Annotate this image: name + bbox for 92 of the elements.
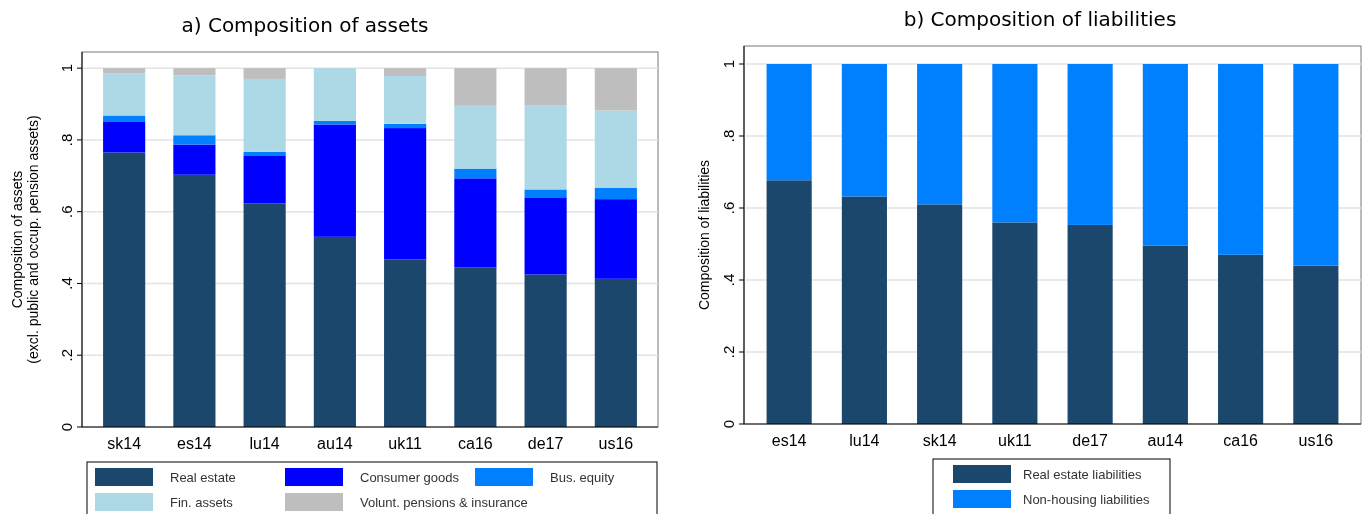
y-tick-label: .4 <box>720 273 737 287</box>
bar <box>173 174 216 427</box>
y-tick-label: 0 <box>58 422 75 432</box>
x-tick-label: uk11 <box>388 435 422 452</box>
y-tick-label: 1 <box>58 63 75 73</box>
bar <box>917 204 963 424</box>
bar <box>103 152 146 427</box>
x-tick-label: es14 <box>771 432 807 449</box>
y-tick-label: .4 <box>58 277 75 290</box>
bar <box>313 68 356 121</box>
legend-label: Real estate liabilities <box>1023 467 1142 482</box>
bar <box>313 124 356 237</box>
bar <box>103 68 146 74</box>
bar <box>454 168 497 179</box>
bar <box>524 189 567 198</box>
bar <box>243 68 286 79</box>
y-tick-label: .8 <box>58 133 75 147</box>
bar <box>173 75 216 136</box>
bar <box>1218 64 1264 255</box>
x-tick-label: sk14 <box>922 432 957 449</box>
bar <box>841 64 887 197</box>
bar <box>243 203 286 427</box>
bar <box>243 155 286 204</box>
y-tick-label: .6 <box>58 205 75 218</box>
bar <box>173 144 216 175</box>
bar <box>766 64 812 181</box>
bar <box>103 121 146 153</box>
bar <box>1067 64 1113 225</box>
legend-label: Volunt. pensions & insurance <box>360 495 528 510</box>
y-tick-label: .6 <box>720 201 737 215</box>
bar <box>594 110 637 188</box>
bar <box>103 115 146 122</box>
bar <box>1067 224 1113 424</box>
bar <box>594 68 637 111</box>
chart-title: b) Composition of liabilities <box>903 7 1177 31</box>
legend-label: Fin. assets <box>170 495 234 510</box>
bar <box>524 197 567 275</box>
bar <box>173 135 216 145</box>
bar <box>594 187 637 200</box>
y-tick-label: .8 <box>720 129 737 143</box>
legend-label: Consumer goods <box>360 470 460 485</box>
bar <box>992 222 1038 424</box>
x-tick-label: us16 <box>1298 432 1334 449</box>
x-tick-label: es14 <box>177 435 212 452</box>
x-tick-label: ca16 <box>1223 432 1259 449</box>
bar <box>313 236 356 427</box>
bar <box>917 64 963 205</box>
x-tick-label: de17 <box>527 435 564 452</box>
x-tick-label: lu14 <box>249 435 280 452</box>
bar <box>173 68 216 76</box>
bar <box>524 68 567 106</box>
bar <box>454 105 497 169</box>
x-tick-label: au14 <box>317 435 353 452</box>
bar <box>243 78 286 152</box>
x-tick-label: lu14 <box>849 432 880 449</box>
y-tick-label: 1 <box>720 59 737 69</box>
y-axis-title: Composition of liabilities <box>696 159 712 311</box>
x-tick-label: sk14 <box>107 435 142 452</box>
bar <box>384 123 427 129</box>
x-tick-label: us16 <box>598 435 634 452</box>
bar <box>384 259 427 427</box>
bar <box>1293 265 1339 424</box>
bar <box>841 196 887 424</box>
bar <box>454 267 497 427</box>
legend-label: Real estate <box>170 470 236 485</box>
y-axis-title: Composition of assets (excl. public and occup. pension assets) <box>9 115 41 364</box>
bar <box>992 64 1038 223</box>
bar <box>1142 64 1188 246</box>
legend-label: Bus. equity <box>550 470 615 485</box>
x-tick-label: de17 <box>1072 432 1109 449</box>
bar <box>594 199 637 279</box>
bar <box>384 68 427 77</box>
bar <box>766 180 812 424</box>
bar <box>454 68 497 106</box>
bar <box>524 105 567 190</box>
bar <box>1218 254 1264 424</box>
bar <box>1293 64 1339 266</box>
y-tick-label: .2 <box>720 345 737 359</box>
bar <box>1142 245 1188 424</box>
y-tick-label: 0 <box>720 419 737 429</box>
chart-title: a) Composition of assets <box>181 13 429 37</box>
x-tick-label: uk11 <box>998 432 1032 449</box>
bar <box>594 278 637 427</box>
bar <box>384 128 427 260</box>
y-tick-label: .2 <box>58 348 75 362</box>
x-tick-label: ca16 <box>458 435 493 452</box>
legend-label: Non-housing liabilities <box>1023 492 1150 507</box>
bar <box>384 76 427 124</box>
bar <box>524 274 567 427</box>
bar <box>103 73 146 116</box>
bar <box>454 178 497 268</box>
x-tick-label: au14 <box>1147 432 1184 449</box>
